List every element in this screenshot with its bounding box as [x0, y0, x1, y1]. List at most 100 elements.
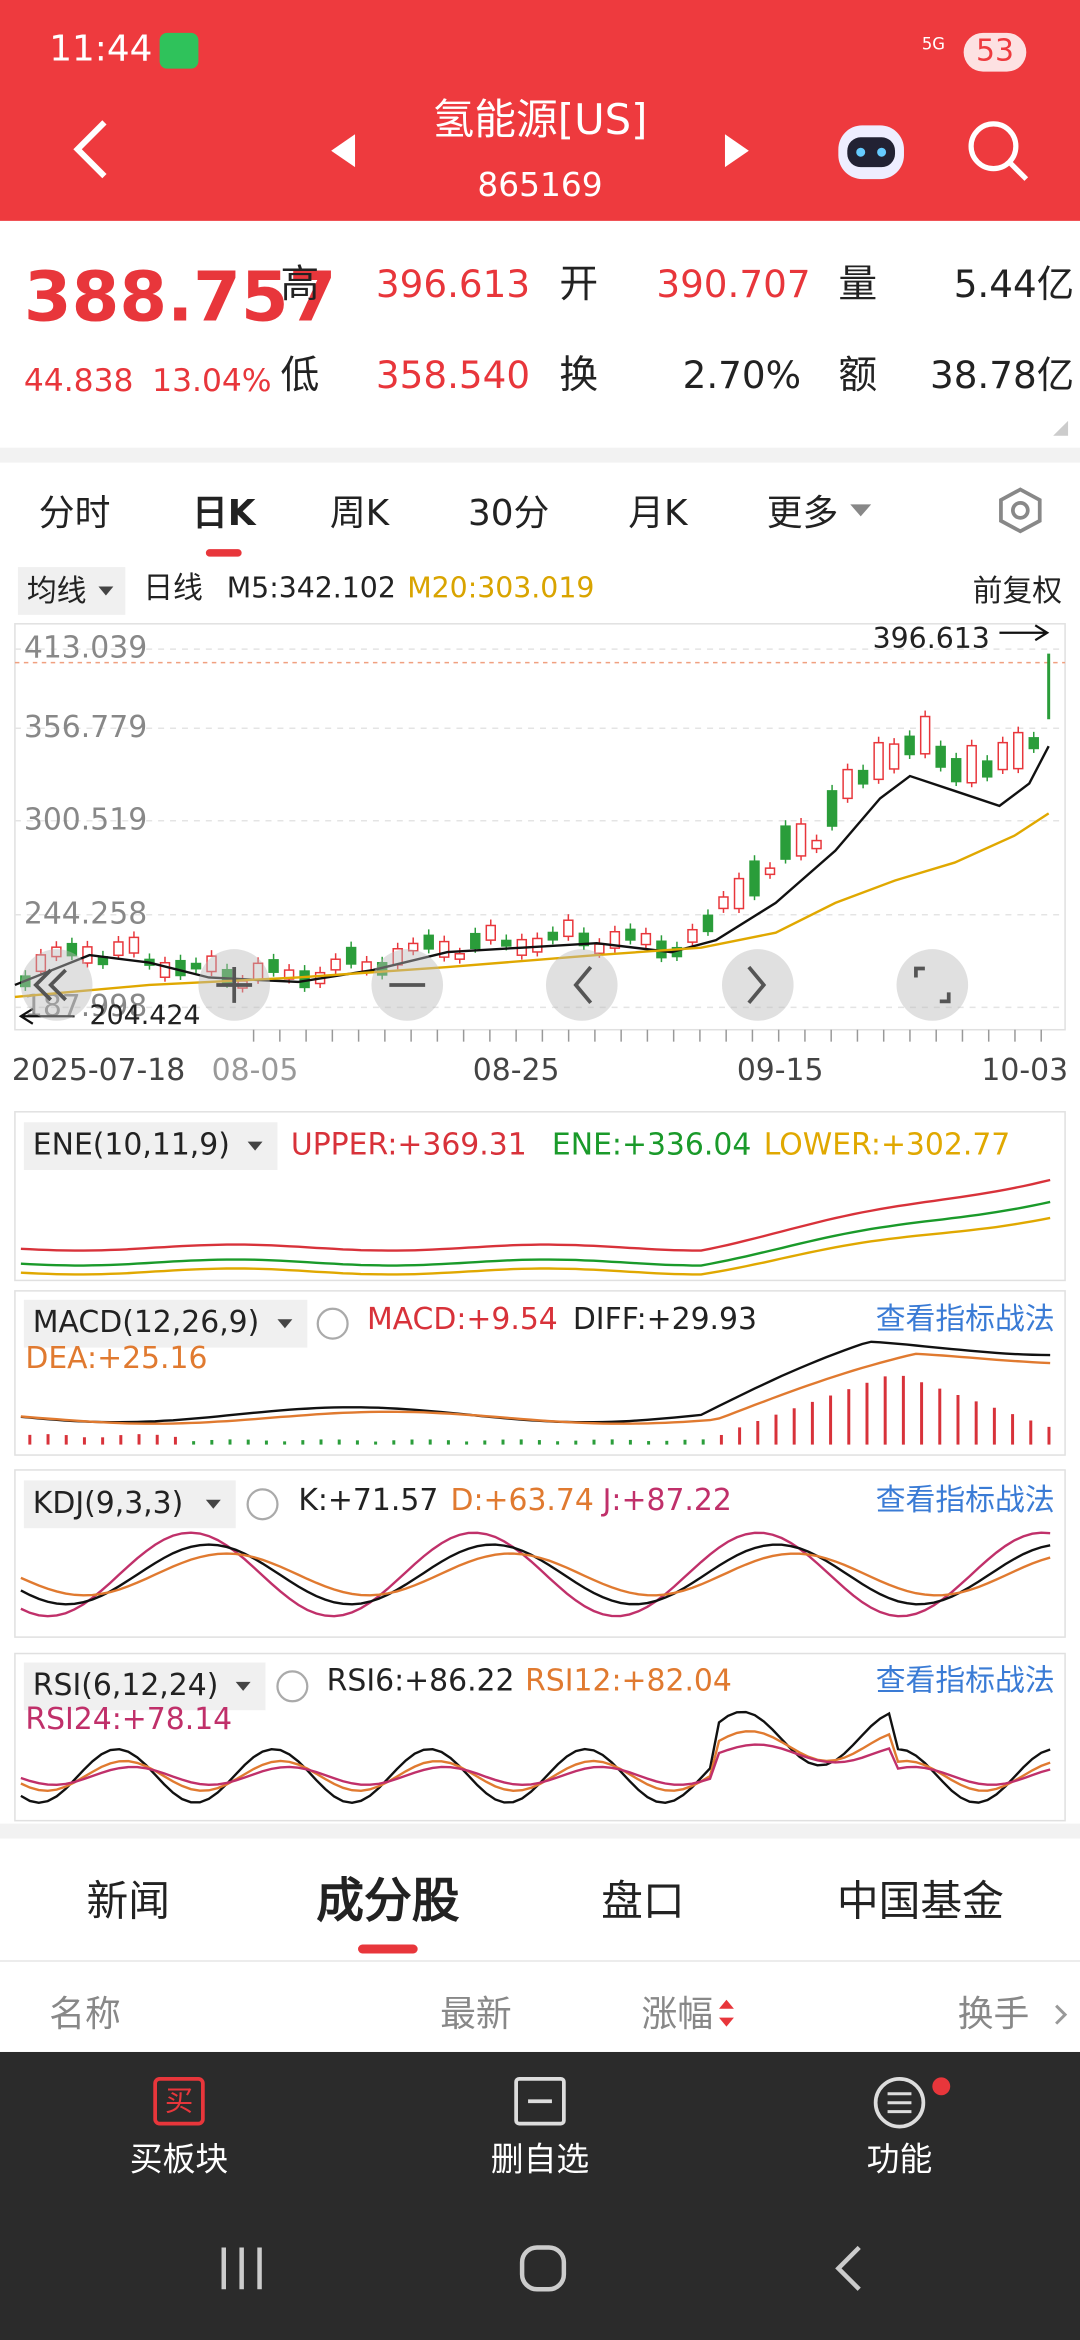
indicator-frame: [14, 1111, 1066, 1282]
help-icon[interactable]: [246, 1488, 279, 1521]
section-tab[interactable]: 成分股: [316, 1874, 459, 1929]
candle: [842, 768, 853, 800]
ene-upper: UPPER:+369.31: [291, 1128, 527, 1163]
search-button[interactable]: [968, 121, 1029, 181]
candle: [485, 924, 496, 941]
candle: [594, 943, 605, 955]
battery: [963, 32, 1027, 72]
action-label[interactable]: 功能: [867, 2140, 933, 2178]
ene-lower-line: [20, 1216, 1051, 1276]
help-icon[interactable]: [276, 1670, 309, 1703]
next-button[interactable]: [724, 134, 749, 168]
chart-control[interactable]: [545, 949, 618, 1021]
kdj-d-line: [20, 1552, 1051, 1597]
kdj-k: K:+71.57: [298, 1483, 438, 1518]
field-value: 2.70%: [683, 353, 801, 397]
settings-icon[interactable]: [999, 487, 1042, 534]
kdj-d: D:+63.74: [450, 1483, 593, 1518]
candle: [128, 936, 140, 954]
tab[interactable]: 日K: [192, 493, 257, 534]
strategy-link[interactable]: 查看指标战法: [876, 1663, 1055, 1698]
period: 日线: [143, 571, 203, 606]
high-arrow: [999, 624, 1050, 642]
separator: [0, 1823, 1080, 1839]
section-tab[interactable]: 盘口: [601, 1877, 685, 1926]
time: 11:44: [49, 29, 152, 70]
action-label[interactable]: 买板块: [130, 2140, 228, 2178]
indicator-selector-bg[interactable]: [23, 1299, 308, 1348]
candle: [299, 970, 310, 989]
indicator-name[interactable]: KDJ(9,3,3): [33, 1486, 183, 1521]
network: 5G: [922, 34, 945, 53]
wechat-icon: [159, 32, 199, 69]
tab[interactable]: 30分: [468, 493, 549, 534]
sort-icon: [719, 1999, 734, 2027]
nav-back[interactable]: [835, 2245, 861, 2291]
date-label: 10-03: [981, 1053, 1068, 1088]
indicator-name[interactable]: RSI(6,12,24): [33, 1668, 219, 1703]
field-label: 低: [280, 353, 319, 398]
chart-control[interactable]: [896, 949, 969, 1021]
candle: [1013, 731, 1024, 770]
tab[interactable]: 更多: [767, 493, 839, 534]
candle: [997, 741, 1008, 771]
date-label: 2025-07-18: [12, 1053, 185, 1088]
section-tab[interactable]: 中国基金: [837, 1877, 1004, 1926]
candle: [159, 961, 171, 978]
field-label: 量: [838, 262, 877, 307]
ma20: M20:303.019: [407, 571, 594, 604]
scroll-right[interactable]: [1055, 2004, 1068, 2025]
tab[interactable]: 月K: [628, 493, 689, 534]
field-value: 358.540: [376, 353, 530, 397]
control-glyph: [573, 965, 593, 1005]
list-header[interactable]: 最新: [440, 1994, 512, 2035]
chart-frame: [14, 623, 1066, 1031]
ma-selector[interactable]: 均线: [27, 574, 87, 609]
strategy-link[interactable]: 查看指标战法: [876, 1483, 1055, 1518]
help-icon[interactable]: [316, 1307, 349, 1340]
candle: [454, 953, 465, 960]
candle: [578, 932, 590, 947]
dropdown-arrow: [235, 1681, 251, 1691]
robot-icon[interactable]: [838, 125, 904, 180]
indicator-name[interactable]: ENE(10,11,9): [33, 1128, 230, 1163]
candle: [190, 962, 202, 970]
strategy-link[interactable]: 查看指标战法: [876, 1302, 1055, 1337]
list-header[interactable]: 涨幅: [641, 1994, 713, 2035]
ene-mid: ENE:+336.04: [552, 1128, 751, 1163]
indicator-selector-bg[interactable]: [23, 1480, 236, 1529]
bottom-bar: [0, 2051, 1080, 2340]
candle: [718, 896, 729, 910]
indicator-name[interactable]: MACD(12,26,9): [33, 1305, 259, 1340]
change-pct: 13.04%: [152, 363, 271, 399]
candle: [330, 958, 341, 971]
adjust[interactable]: 前复权: [973, 574, 1062, 609]
back-button[interactable]: [73, 120, 107, 179]
dea-line: [20, 1352, 1051, 1425]
candle: [66, 942, 78, 957]
nav-recent[interactable]: [221, 2247, 262, 2290]
low-note: 204.424: [90, 1000, 201, 1031]
candle: [966, 744, 977, 784]
list-header[interactable]: 换手: [958, 1994, 1030, 2035]
tab[interactable]: 周K: [330, 493, 391, 534]
indicator-selector-bg[interactable]: [23, 1122, 278, 1170]
macd-value: MACD:+9.54: [367, 1302, 558, 1337]
prev-button[interactable]: [331, 134, 356, 168]
candle: [439, 940, 450, 958]
tab[interactable]: 分时: [39, 493, 111, 534]
chart-control[interactable]: [721, 949, 794, 1021]
action-label[interactable]: 删自选: [491, 2140, 589, 2178]
candle: [919, 715, 931, 755]
chart-control[interactable]: [20, 949, 93, 1021]
list-header[interactable]: 名称: [49, 1994, 121, 2035]
nav-home[interactable]: [519, 2245, 567, 2292]
indicator-selector-bg[interactable]: [23, 1662, 266, 1711]
dropdown-arrow: [205, 1499, 221, 1509]
title: 氢能源[US]: [433, 95, 648, 144]
field-value: 396.613: [376, 262, 530, 306]
price: 388.757: [24, 257, 337, 337]
candle: [113, 941, 124, 957]
section-tab[interactable]: 新闻: [87, 1877, 171, 1926]
